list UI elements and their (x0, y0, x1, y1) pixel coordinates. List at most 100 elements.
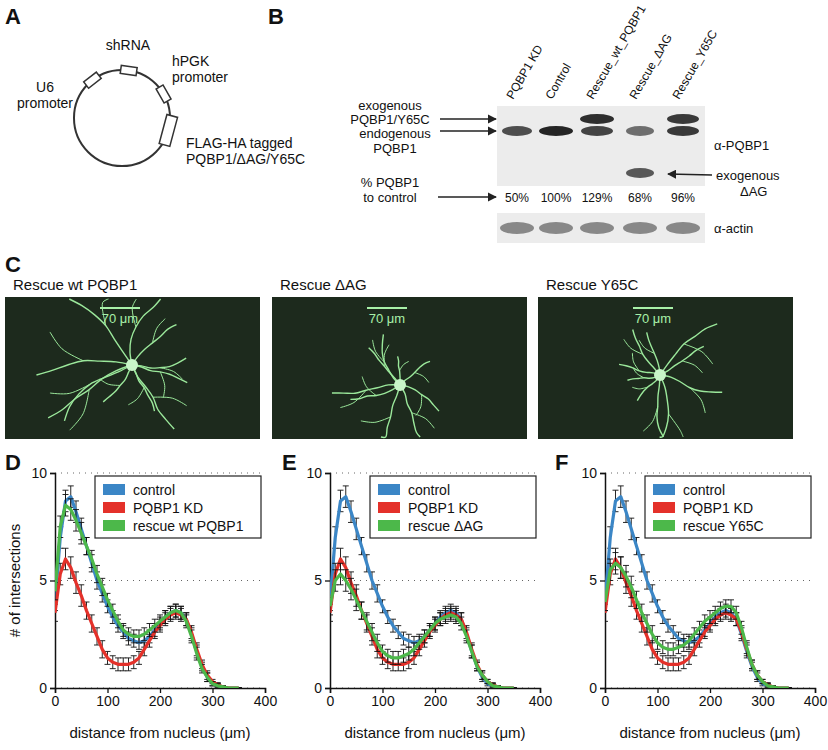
x-axis-title: distance from nucleus (μm) (619, 724, 800, 741)
series (605, 548, 792, 688)
label: ΔAG (740, 184, 767, 199)
label: promoter (17, 95, 73, 111)
neurite-branch (50, 332, 83, 361)
tick: 5 (39, 572, 55, 588)
label: α-PQBP1 (714, 138, 769, 153)
percent-label: 96% (671, 191, 695, 205)
legend-label: control (683, 482, 725, 498)
legend-label: PQBP1 KD (683, 500, 753, 516)
scale-bar (633, 307, 673, 309)
panel-label: B (268, 4, 284, 29)
percent-label: 129% (582, 191, 613, 205)
actin-band (666, 222, 700, 234)
legend-swatch (378, 502, 400, 513)
percent-label: 50% (505, 191, 529, 205)
band (581, 126, 613, 136)
legend-label: control (408, 482, 450, 498)
panel-label: E (282, 450, 297, 475)
label: PQBP1/Y65C (350, 112, 430, 127)
chart: D01002003004000510distance from nucleus … (5, 450, 277, 741)
neurite (400, 385, 420, 437)
neurite (657, 375, 664, 437)
grid-line (330, 580, 540, 581)
image-title: Rescue ΔAG (280, 276, 367, 293)
neurite-branch (340, 390, 366, 407)
arrow (440, 118, 496, 119)
plasmid (74, 70, 170, 166)
tick: 100 (96, 688, 120, 709)
tick-mark (325, 688, 330, 689)
tick-label: 10 (581, 465, 597, 481)
u6-box (84, 72, 102, 88)
neurite (660, 375, 669, 437)
legend-label: rescue ΔAG (408, 518, 484, 534)
tick: 200 (424, 688, 448, 709)
tick: 100 (646, 688, 670, 709)
neurite (132, 365, 154, 411)
tick-mark (50, 688, 55, 689)
grid-line (55, 473, 265, 474)
neurite-branch (361, 417, 391, 423)
tick-label: 400 (804, 693, 828, 709)
neurite (647, 332, 660, 375)
legend-label: PQBP1 KD (133, 500, 203, 516)
tick: 10 (306, 465, 330, 481)
figure: AU6promotershRNAhPGKpromoterFLAG-HA tagg… (0, 0, 828, 750)
x-axis: 0100200300400 (327, 688, 553, 709)
label: shRNA (106, 37, 151, 53)
actin-band (500, 222, 534, 234)
neurite-branch (70, 390, 89, 431)
tick: 10 (581, 465, 605, 481)
neurite (660, 324, 717, 375)
legend-swatch (378, 520, 400, 531)
tick-label: 200 (149, 693, 173, 709)
arrow (668, 174, 712, 175)
series-line (605, 497, 789, 688)
neurite-branch (373, 340, 385, 362)
neurite-branch (50, 384, 90, 394)
tick-mark (600, 580, 605, 581)
band (502, 126, 532, 136)
arrow (440, 130, 496, 131)
tick: 10 (31, 465, 55, 481)
chart: E01002003004000510distance from nucleus … (282, 450, 552, 741)
label: hPGK (172, 53, 210, 69)
tick-label: 0 (602, 693, 610, 709)
label: FLAG-HA tagged (186, 135, 293, 151)
neurite-branch (400, 361, 409, 370)
actin-band (623, 222, 657, 234)
band (626, 168, 654, 178)
x-axis: 0100200300400 (52, 688, 278, 709)
tick: 200 (699, 688, 723, 709)
series-line (605, 563, 789, 688)
scale-label: 70 μm (635, 311, 671, 326)
tick-label: 0 (327, 693, 335, 709)
series-line (605, 559, 789, 688)
legend-box (95, 476, 261, 538)
y-axis: 0510 (581, 465, 605, 696)
tag-box (159, 115, 177, 147)
neurite (660, 375, 722, 392)
scale-label: 70 μm (369, 311, 405, 326)
neurite-branch (639, 340, 654, 353)
neurite-branch (643, 407, 657, 432)
tick: 0 (39, 680, 55, 696)
legend: controlPQBP1 KDrescue ΔAG (370, 476, 536, 538)
tick-label: 5 (39, 572, 47, 588)
tick: 5 (589, 572, 605, 588)
tick: 200 (149, 688, 173, 709)
neurite-branch (690, 388, 705, 413)
label: U6 (36, 79, 54, 95)
tick-label: 400 (254, 693, 278, 709)
neurite (619, 364, 660, 375)
grid-line (605, 473, 815, 474)
label: α-actin (714, 221, 753, 236)
neurite (36, 361, 132, 375)
band (580, 114, 614, 124)
tick: 400 (254, 688, 278, 709)
panel-label: A (5, 4, 21, 29)
label: PQBP1 (373, 141, 416, 156)
x-axis-title: distance from nucleus (μm) (69, 724, 250, 741)
actin-band (539, 222, 573, 234)
neurite-branch (100, 379, 120, 385)
